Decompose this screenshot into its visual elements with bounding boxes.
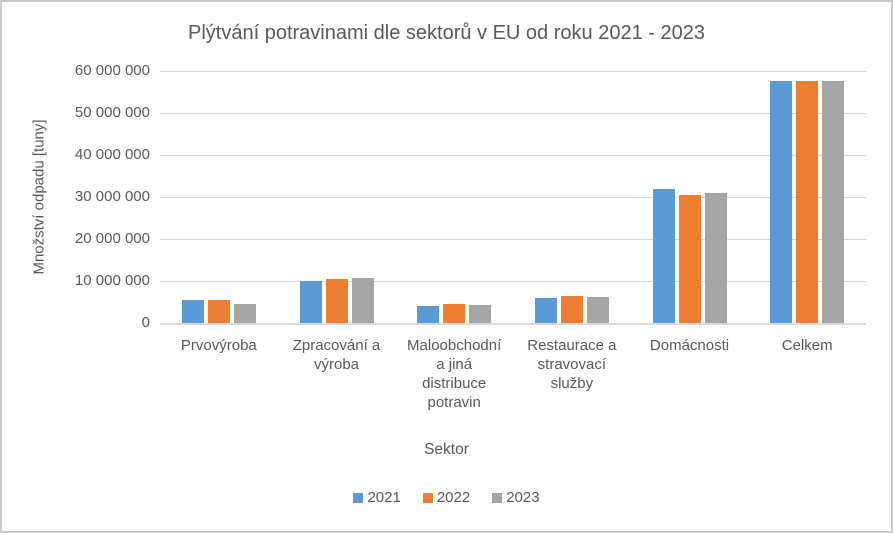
plot-area-groups (160, 71, 866, 323)
bar-2022 (560, 296, 583, 323)
bar-2022 (443, 304, 466, 323)
bar-2022 (325, 278, 348, 323)
chart-title: Plýtvání potravinami dle sektorů v EU od… (188, 22, 705, 44)
x-axis-labels: Prvovýroba Zpracování a výroba Maloobchodn… (160, 336, 866, 412)
y-tick-label: 0 (141, 314, 150, 331)
legend: 2021 2022 2023 (2, 489, 891, 506)
bar-group (278, 71, 396, 323)
y-tick-label: 40 000 000 (74, 146, 150, 163)
x-category-label: Prvovýroba (180, 337, 257, 354)
bar-2021 (770, 80, 793, 323)
legend-color-swatch (422, 492, 433, 503)
x-category-label: Maloobchodní a jiná distribuce potravin (407, 337, 502, 411)
legend-label: 2023 (506, 489, 540, 506)
bar-2021 (534, 298, 557, 323)
plot-area (160, 71, 866, 325)
y-tick-label: 10 000 000 (74, 272, 150, 289)
x-category-cell: Restaurace a stravovací služby (513, 336, 631, 412)
x-category-cell: Maloobchodní a jiná distribuce potravin (395, 336, 513, 412)
y-tick-label: 20 000 000 (74, 230, 150, 247)
bar-2023 (586, 296, 609, 323)
bar-2022 (678, 194, 701, 323)
bar-group (395, 71, 513, 323)
bar-2023 (469, 304, 492, 323)
legend-label: 2021 (367, 489, 401, 506)
x-category-cell: Celkem (748, 336, 866, 412)
x-category-cell: Domácnosti (631, 336, 749, 412)
bar-group (748, 71, 866, 323)
legend-label: 2022 (436, 489, 471, 506)
bar-2022 (796, 80, 819, 323)
legend-item-2023: 2023 (492, 489, 540, 506)
legend-item-2022: 2022 (422, 489, 471, 506)
bar-2023 (233, 303, 256, 323)
bar-2023 (351, 277, 374, 323)
bar-2023 (704, 192, 727, 323)
legend-color-swatch (492, 492, 503, 503)
bar-2021 (417, 306, 440, 323)
x-category-label: Domácnosti (649, 337, 730, 354)
bar-2022 (207, 300, 230, 323)
x-category-label: Celkem (781, 337, 833, 354)
x-category-label: Zpracování a výroba (292, 337, 381, 373)
legend-color-swatch (353, 492, 364, 503)
bar-2021 (652, 189, 675, 323)
bar-2023 (822, 80, 845, 323)
bar-group (160, 71, 278, 323)
bar-2021 (299, 281, 322, 323)
x-category-label: Restaurace a stravovací služby (527, 337, 617, 392)
bar-group (513, 71, 631, 323)
y-tick-label: 50 000 000 (74, 104, 150, 121)
x-category-cell: Prvovýroba (160, 336, 278, 412)
bar-2021 (181, 299, 204, 323)
y-tick-label: 60 000 000 (74, 62, 150, 79)
legend-item-2021: 2021 (353, 489, 401, 506)
y-axis-ticks: 0 10 000 000 20 000 000 30 000 000 40 000 00… (2, 62, 150, 331)
bar-group (631, 71, 749, 323)
y-tick-label: 30 000 000 (74, 188, 150, 205)
x-axis-title: Sektor (424, 441, 469, 458)
x-category-cell: Zpracování a výroba (278, 336, 396, 412)
